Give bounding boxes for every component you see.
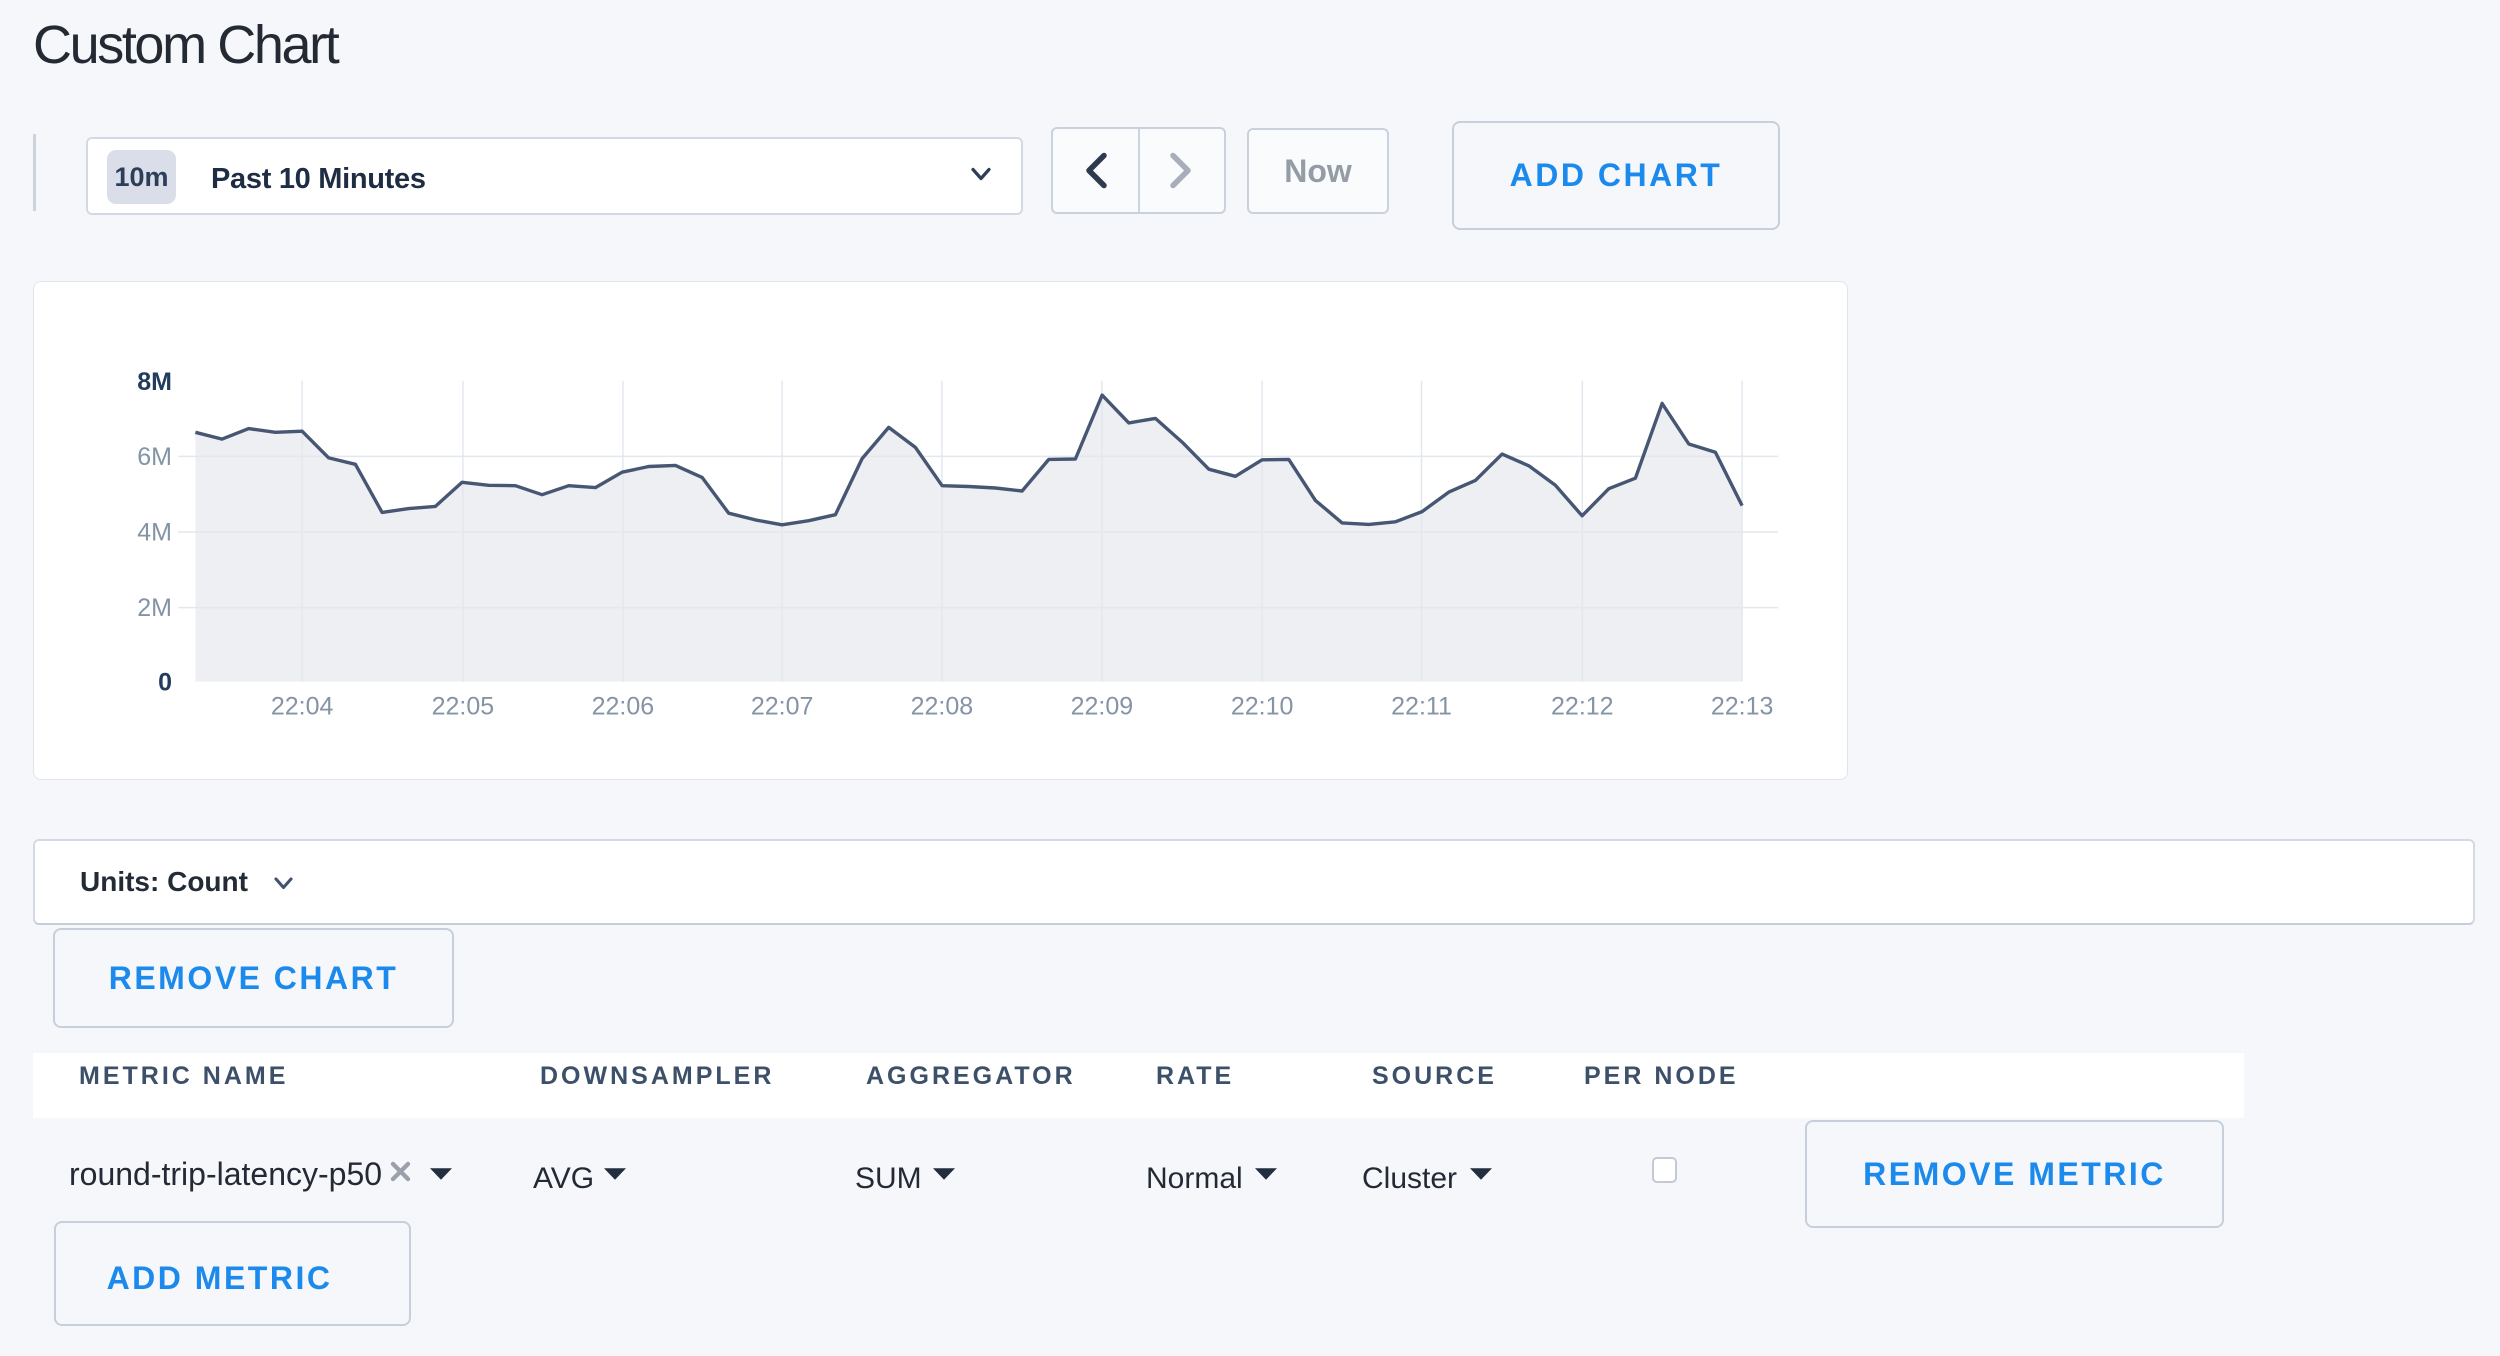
svg-text:2M: 2M — [137, 594, 172, 622]
svg-text:22:04: 22:04 — [271, 693, 334, 721]
svg-text:8M: 8M — [137, 368, 172, 396]
svg-text:22:09: 22:09 — [1071, 693, 1134, 721]
svg-text:22:08: 22:08 — [911, 693, 974, 721]
svg-text:22:13: 22:13 — [1711, 693, 1774, 721]
svg-text:22:06: 22:06 — [592, 693, 655, 721]
svg-text:4M: 4M — [137, 519, 172, 547]
svg-text:0: 0 — [158, 668, 172, 696]
svg-text:22:07: 22:07 — [751, 693, 814, 721]
svg-text:22:10: 22:10 — [1231, 693, 1294, 721]
svg-text:22:05: 22:05 — [432, 693, 495, 721]
svg-text:22:12: 22:12 — [1551, 693, 1614, 721]
svg-text:22:11: 22:11 — [1391, 693, 1452, 721]
svg-text:6M: 6M — [137, 443, 172, 471]
